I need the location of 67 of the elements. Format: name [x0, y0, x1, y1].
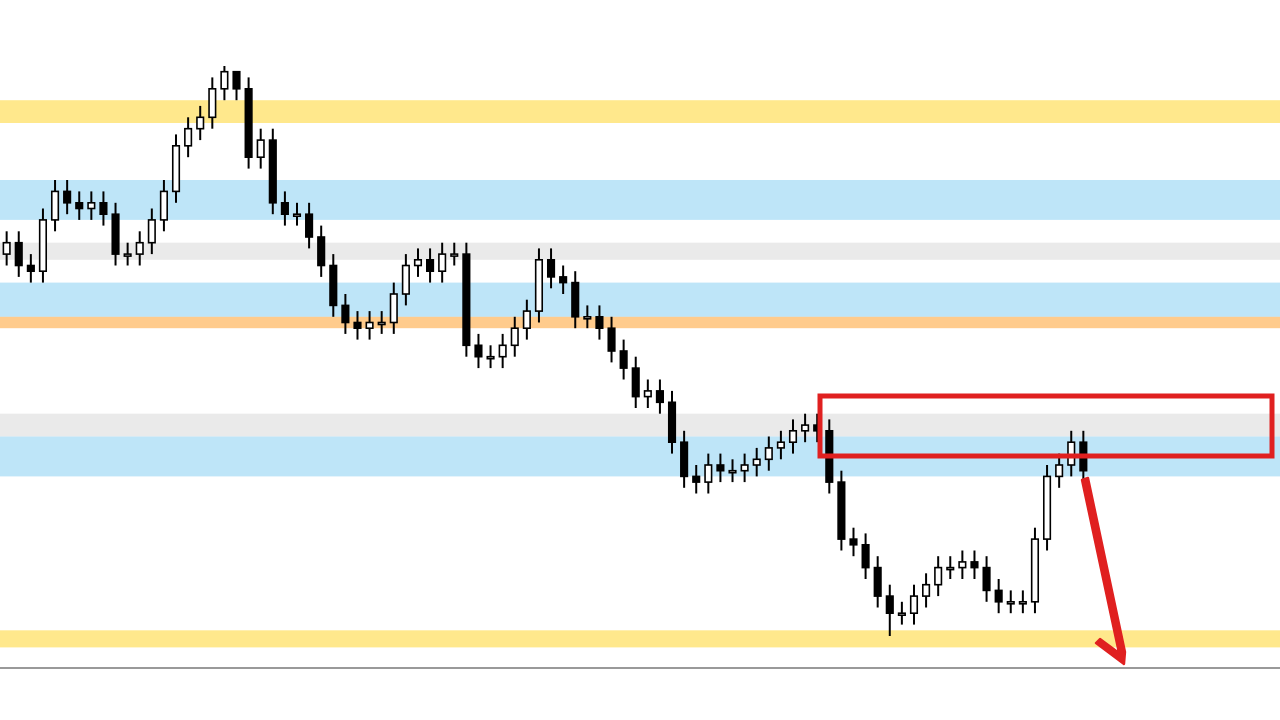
- candlestick: [776, 429, 785, 461]
- candlestick: [728, 458, 737, 484]
- candlestick: [184, 116, 193, 159]
- candlestick: [885, 583, 894, 637]
- candlestick: [450, 241, 459, 267]
- candlestick: [619, 338, 628, 381]
- candlestick: [1006, 589, 1015, 615]
- candlestick: [147, 207, 156, 256]
- candlestick: [667, 389, 677, 455]
- candlestick: [317, 224, 326, 278]
- candlestick: [232, 70, 241, 102]
- candlestick: [220, 65, 229, 102]
- candlestick: [740, 452, 749, 484]
- candlestick: [643, 378, 652, 409]
- candlestick: [256, 127, 265, 170]
- candlestick: [571, 270, 580, 330]
- candlestick: [922, 572, 931, 609]
- candlestick: [764, 435, 773, 472]
- candlestick: [329, 253, 338, 318]
- candlestick: [135, 230, 144, 267]
- candlestick: [522, 298, 531, 341]
- candlestick: [934, 555, 943, 598]
- candlestick: [208, 76, 217, 130]
- candlestick: [280, 190, 289, 227]
- candlestick: [75, 190, 84, 221]
- candlestick: [498, 332, 507, 370]
- candlestick: [861, 532, 870, 580]
- candlestick: [401, 253, 410, 307]
- candlestick: [413, 247, 423, 278]
- candlestick: [559, 264, 568, 295]
- candlestick: [426, 247, 435, 284]
- candlestick: [353, 310, 362, 341]
- candlestick: [2, 230, 11, 267]
- candlestick: [873, 555, 882, 609]
- candlestick: [87, 190, 96, 221]
- candlestick: [438, 241, 447, 284]
- candlestick: [1018, 589, 1027, 615]
- candlestick: [171, 133, 181, 204]
- candlestick: [26, 253, 35, 284]
- candlestick: [655, 378, 664, 415]
- candlestick: [365, 310, 374, 341]
- candlestick: [50, 179, 60, 233]
- candlestick: [583, 304, 592, 330]
- candlestick: [716, 452, 725, 484]
- candlestick: [909, 583, 919, 626]
- candlestick: [546, 247, 556, 290]
- candlestick: [692, 464, 701, 495]
- candlestick: [788, 418, 798, 455]
- candlestick: [958, 549, 967, 580]
- candlestick: [704, 452, 713, 495]
- candlestick: [63, 179, 72, 216]
- candlestick: [994, 578, 1003, 615]
- candlestick: [196, 104, 205, 142]
- candlestick: [849, 526, 858, 558]
- candlestick: [14, 230, 23, 278]
- candlestick: [389, 281, 398, 335]
- candlestick: [159, 179, 168, 233]
- candlestick: [305, 201, 314, 250]
- candlestick: [123, 241, 132, 267]
- candlestick: [680, 429, 689, 489]
- candlestick: [897, 600, 906, 626]
- candlestick: [631, 355, 640, 409]
- candlestick: [510, 315, 519, 358]
- candlestick: [801, 412, 810, 444]
- candlestick: [292, 201, 302, 227]
- candlestick: [341, 293, 350, 335]
- candlestick: [752, 446, 761, 478]
